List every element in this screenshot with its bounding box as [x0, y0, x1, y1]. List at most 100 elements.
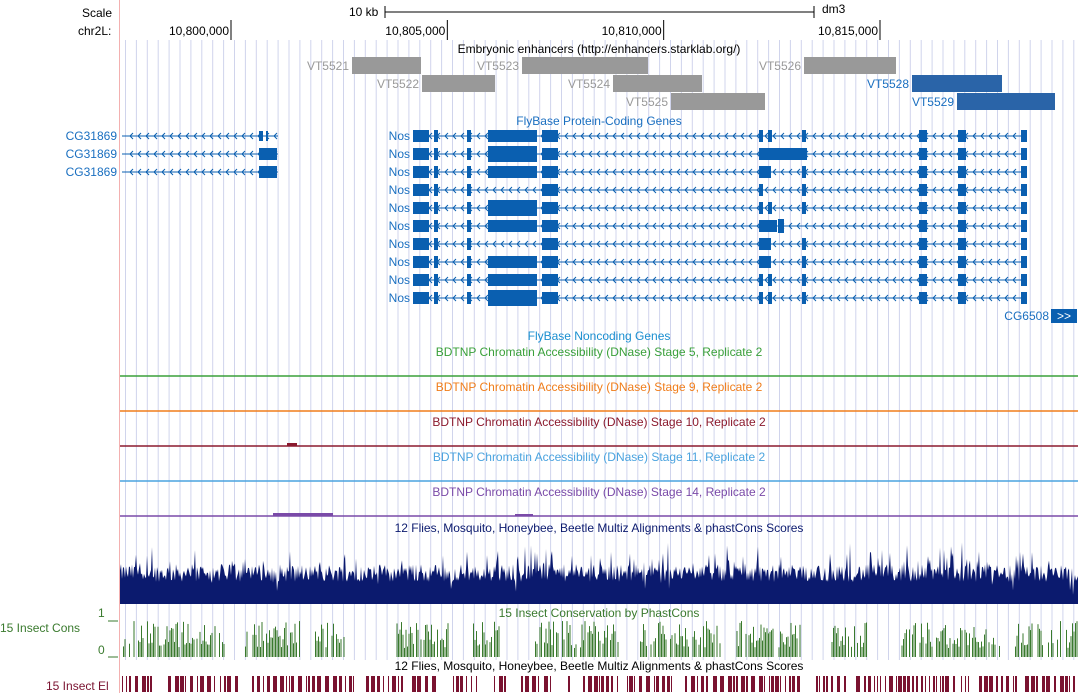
phastcons-bar	[978, 642, 979, 657]
strand-chevron-icon	[812, 222, 817, 230]
phastcons-bar	[190, 643, 192, 657]
dnase-track-stage[interactable]: BDTNP Chromatin Accessibility (DNase) St…	[120, 415, 1078, 447]
phastcons-bar	[547, 643, 548, 657]
strand-chevron-icon	[249, 168, 254, 176]
cg6508-gene[interactable]: CG6508 >>	[1004, 309, 1077, 323]
transcript[interactable]: Nos	[389, 273, 1027, 287]
phastcons-bar	[168, 641, 169, 657]
transcript[interactable]: CG31869	[66, 147, 278, 161]
enhancer-feature[interactable]	[522, 57, 648, 74]
phastcons-bar	[184, 644, 186, 657]
enhancer-vt5525[interactable]: VT5525	[626, 93, 765, 110]
strand-chevron-icon	[217, 168, 222, 176]
enhancer-feature[interactable]	[352, 57, 421, 74]
dnase-track-stage[interactable]: BDTNP Chromatin Accessibility (DNase) St…	[120, 345, 1078, 377]
phastcons-bar	[413, 643, 414, 657]
ruler-track[interactable]: Scale chr2L: 10 kb dm3 10,800,000 10,805,…	[78, 2, 881, 40]
exon	[1021, 220, 1027, 232]
enhancer-vt5521[interactable]: VT5521	[307, 57, 421, 74]
strand-chevron-icon	[684, 258, 689, 266]
cg6508-feature[interactable]	[1051, 309, 1077, 323]
strand-chevron-icon	[233, 132, 238, 140]
strand-chevron-icon	[1012, 204, 1017, 212]
strand-chevron-icon	[145, 132, 150, 140]
enhancer-feature[interactable]	[671, 93, 765, 110]
transcript[interactable]: Nos	[389, 129, 1027, 143]
strand-chevron-icon	[700, 168, 705, 176]
conserved-elements-track[interactable]	[122, 676, 1075, 692]
phastcons-bar	[973, 627, 975, 657]
transcript[interactable]: Nos	[389, 146, 1027, 162]
transcript[interactable]: Nos	[389, 237, 1027, 251]
strand-chevron-icon	[1004, 204, 1009, 212]
enhancer-vt5522[interactable]: VT5522	[377, 75, 495, 92]
nos-gene-group[interactable]: Nos Nos Nos Nos Nos Nos Nos Nos Nos Nos	[389, 129, 1027, 306]
enhancer-feature[interactable]	[912, 75, 1002, 92]
phastcons-bar	[792, 634, 793, 657]
strand-chevron-icon	[980, 276, 985, 284]
phastcons-bar	[931, 646, 933, 657]
dnase-tracks[interactable]: BDTNP Chromatin Accessibility (DNase) St…	[120, 345, 1078, 517]
phastcons-bar	[327, 622, 328, 657]
enhancers-track[interactable]: VT5521 VT5522 VT5523 VT5524 VT5525 VT5526 VT55…	[307, 57, 1055, 110]
transcript[interactable]: Nos	[389, 290, 1027, 306]
dnase-track-stage[interactable]: BDTNP Chromatin Accessibility (DNase) St…	[120, 380, 1078, 412]
strand-chevron-icon	[452, 276, 457, 284]
cg31869-gene-group[interactable]: CG31869 CG31869 CG31869	[66, 129, 278, 179]
enhancer-vt5528[interactable]: VT5528	[867, 75, 1002, 92]
enhancer-vt5523[interactable]: VT5523	[477, 57, 648, 74]
exon	[1021, 274, 1027, 286]
strand-chevron-icon	[572, 168, 577, 176]
strand-chevron-icon	[604, 222, 609, 230]
phastcons-histogram[interactable]	[123, 621, 1078, 657]
transcript[interactable]: Nos	[389, 255, 1027, 269]
multiz-histogram[interactable]	[120, 542, 1078, 604]
phastcons-bar	[1025, 645, 1027, 657]
enhancer-vt5529[interactable]: VT5529	[912, 93, 1055, 110]
enhancer-vt5526[interactable]: VT5526	[759, 57, 896, 74]
enhancer-feature[interactable]	[422, 75, 495, 92]
phastcons-bar	[991, 644, 993, 657]
enhancer-vt5524[interactable]: VT5524	[568, 75, 702, 92]
phastcons-bar	[575, 644, 577, 657]
exon	[467, 148, 471, 160]
exon	[467, 274, 471, 286]
conserved-element	[979, 676, 982, 692]
transcript[interactable]: Nos	[389, 165, 1027, 179]
phastcons-bar	[710, 633, 712, 657]
conserved-element	[942, 676, 944, 692]
strand-chevron-icon	[852, 132, 857, 140]
phastcons-bar	[1030, 630, 1031, 657]
phastcons-bar	[671, 635, 673, 657]
transcript[interactable]: CG31869	[66, 129, 278, 143]
transcript[interactable]: Nos	[389, 200, 1027, 216]
phastcons-bar	[741, 621, 742, 657]
strand-chevron-icon	[668, 150, 673, 158]
transcript[interactable]: Nos	[389, 219, 1027, 233]
dnase-track-stage[interactable]: BDTNP Chromatin Accessibility (DNase) St…	[120, 485, 1078, 517]
transcript[interactable]: CG31869	[66, 165, 278, 179]
conserved-element	[224, 676, 226, 692]
strand-chevron-icon	[588, 132, 593, 140]
strand-chevron-icon	[748, 258, 753, 266]
conserved-element	[286, 676, 287, 692]
phastcons-bar	[1022, 633, 1024, 657]
enhancer-feature[interactable]	[613, 75, 702, 92]
exon	[778, 219, 784, 233]
strand-chevron-icon	[732, 222, 737, 230]
enhancer-label: VT5522	[377, 77, 419, 91]
strand-chevron-icon	[988, 258, 993, 266]
strand-chevron-icon	[476, 132, 481, 140]
phastcons-bar	[940, 631, 942, 657]
transcript[interactable]: Nos	[389, 183, 1027, 197]
phastcons-bar	[969, 633, 970, 657]
conserved-element	[989, 676, 993, 692]
strand-chevron-icon	[732, 240, 737, 248]
strand-chevron-icon	[628, 168, 633, 176]
strand-chevron-icon	[676, 186, 681, 194]
enhancer-feature[interactable]	[804, 57, 896, 74]
phastcons-bar	[831, 641, 833, 657]
dnase-track-stage[interactable]: BDTNP Chromatin Accessibility (DNase) St…	[120, 450, 1078, 482]
enhancer-feature[interactable]	[957, 93, 1055, 110]
